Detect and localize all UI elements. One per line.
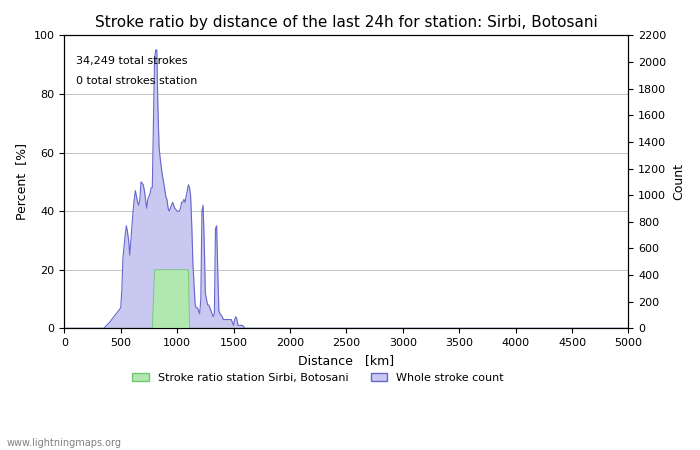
Title: Stroke ratio by distance of the last 24h for station: Sirbi, Botosani: Stroke ratio by distance of the last 24h… bbox=[95, 15, 598, 30]
Text: 34,249 total strokes: 34,249 total strokes bbox=[76, 56, 187, 66]
X-axis label: Distance   [km]: Distance [km] bbox=[298, 354, 394, 367]
Legend: Stroke ratio station Sirbi, Botosani, Whole stroke count: Stroke ratio station Sirbi, Botosani, Wh… bbox=[128, 369, 508, 387]
Text: 0 total strokes station: 0 total strokes station bbox=[76, 76, 197, 86]
Y-axis label: Percent  [%]: Percent [%] bbox=[15, 144, 28, 220]
Text: www.lightningmaps.org: www.lightningmaps.org bbox=[7, 437, 122, 447]
Y-axis label: Count: Count bbox=[672, 163, 685, 200]
